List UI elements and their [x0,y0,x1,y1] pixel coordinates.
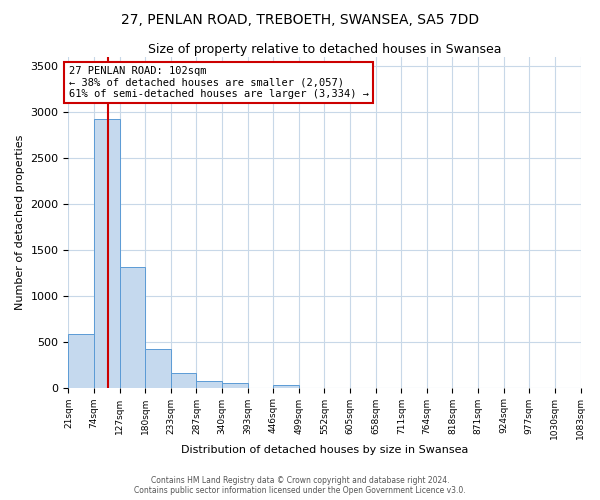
Bar [171,373,196,388]
Bar [145,349,171,388]
Bar [68,334,94,388]
Bar [273,385,299,388]
Text: Contains HM Land Registry data © Crown copyright and database right 2024.
Contai: Contains HM Land Registry data © Crown c… [134,476,466,495]
Bar [222,383,248,388]
Bar [94,119,119,388]
Text: 27 PENLAN ROAD: 102sqm
← 38% of detached houses are smaller (2,057)
61% of semi-: 27 PENLAN ROAD: 102sqm ← 38% of detached… [68,66,368,99]
Bar [119,267,145,388]
Y-axis label: Number of detached properties: Number of detached properties [15,134,25,310]
X-axis label: Distribution of detached houses by size in Swansea: Distribution of detached houses by size … [181,445,468,455]
Title: Size of property relative to detached houses in Swansea: Size of property relative to detached ho… [148,42,501,56]
Text: 27, PENLAN ROAD, TREBOETH, SWANSEA, SA5 7DD: 27, PENLAN ROAD, TREBOETH, SWANSEA, SA5 … [121,12,479,26]
Bar [196,381,222,388]
